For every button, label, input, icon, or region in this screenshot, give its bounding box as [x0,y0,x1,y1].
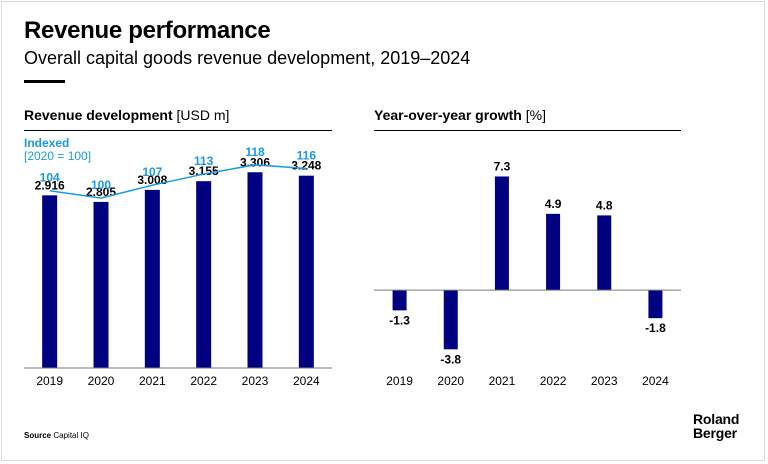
title-divider [24,80,65,83]
revenue-bar [196,181,212,368]
indexed-line [49,164,307,199]
indexed-value-label: 100 [91,178,111,192]
growth-value-label: 7.3 [494,159,511,173]
revenue-bar [298,175,314,368]
growth-x-tick-label: 2021 [489,374,516,388]
growth-bar [648,290,663,319]
indexed-value-label: 113 [194,154,214,168]
growth-bar [494,176,509,291]
revenue-bar [144,189,160,368]
growth-bar [443,290,458,350]
growth-bar [597,215,612,291]
revenue-value-label: 3.155 [189,164,219,178]
revenue-bar [93,201,109,368]
growth-chart-title-text: Year-over-year growth [374,107,522,123]
revenue-value-label: 3.248 [291,159,321,173]
growth-bar [392,290,407,311]
growth-value-label: 4.8 [596,198,613,212]
growth-x-tick-label: 2024 [642,374,669,388]
growth-x-tick-label: 2023 [591,374,618,388]
growth-value-label: -3.8 [440,352,461,366]
revenue-x-tick-label: 2023 [242,374,269,388]
company-logo: Roland Berger [693,412,739,440]
revenue-x-tick-label: 2019 [36,374,63,388]
indexed-value-label: 118 [245,145,265,159]
growth-bar [546,213,561,291]
indexed-label: Indexed [24,136,69,150]
source-text: Capital IQ [53,431,89,440]
page-title: Revenue performance [24,17,271,44]
source-note: Source Capital IQ [24,431,89,440]
revenue-chart-title: Revenue development [USD m] [24,107,229,123]
indexed-value-label: 116 [297,149,317,163]
growth-chart-rule [374,130,681,131]
growth-value-label: -1.3 [389,313,410,327]
growth-chart-unit: [%] [525,107,546,123]
page-subtitle: Overall capital goods revenue developmen… [24,48,471,68]
source-label: Source [24,431,52,440]
revenue-chart-title-text: Revenue development [24,107,173,123]
logo-line-1: Roland [693,411,740,427]
revenue-x-tick-label: 2024 [293,374,320,388]
revenue-value-label: 2.805 [86,185,116,199]
growth-x-tick-label: 2019 [386,374,413,388]
revenue-x-tick-label: 2021 [139,374,166,388]
growth-chart-title: Year-over-year growth [%] [374,107,546,123]
growth-x-tick-label: 2022 [540,374,567,388]
logo-line-2: Berger [693,425,737,441]
revenue-x-tick-label: 2022 [190,374,217,388]
indexed-sublabel: [2020 = 100] [24,149,91,163]
revenue-chart-rule [24,130,332,131]
revenue-bar [42,195,58,368]
revenue-x-tick-label: 2020 [88,374,115,388]
growth-x-tick-label: 2020 [437,374,464,388]
growth-value-label: -1.8 [645,321,666,335]
indexed-value-label: 107 [142,165,162,179]
revenue-chart-unit: [USD m] [176,107,230,123]
indexed-value-label: 104 [40,171,60,185]
growth-value-label: 4.9 [545,197,562,211]
revenue-value-label: 2.916 [35,178,65,192]
revenue-bar [247,172,263,368]
